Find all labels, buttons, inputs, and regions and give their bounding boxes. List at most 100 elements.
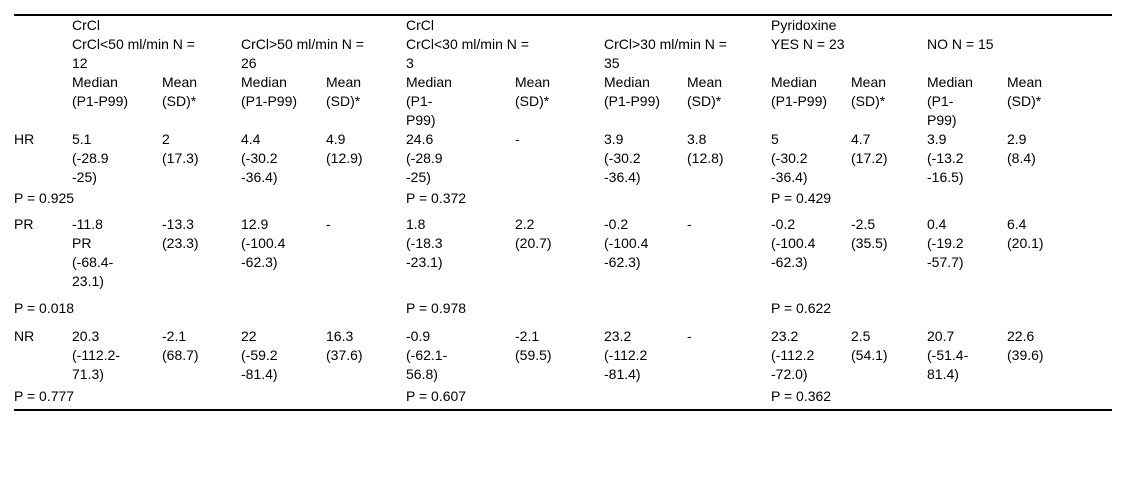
- table-cell: 5 (-30.2 -36.4): [771, 131, 808, 185]
- empty-cell: [515, 387, 604, 410]
- table-cell: 3.9 (-30.2 -36.4): [604, 131, 641, 185]
- group-header-crcl-1: CrCl: [72, 17, 100, 33]
- empty-cell: [851, 189, 927, 215]
- empty-cell: [162, 299, 241, 327]
- col-header-mean-2: Mean (SD)*: [326, 74, 362, 109]
- table-cell: 23.2 (-112.2 -72.0): [771, 328, 815, 382]
- col-header-mean-4: Mean (SD)*: [687, 74, 723, 109]
- empty-cell: [927, 189, 1007, 215]
- table-cell: 5.1 (-28.9 -25): [72, 131, 109, 185]
- empty-cell: [14, 73, 72, 130]
- p-value-pr-right: P = 0.622: [771, 300, 832, 316]
- pvalue-row-hr: P = 0.925 P = 0.372 P = 0.429: [14, 189, 1112, 215]
- col-header-median-4: Median (P1-P99): [604, 74, 661, 109]
- group-header-pyridoxine: Pyridoxine: [771, 17, 837, 33]
- subgroup-header-crcl-lt50: CrCl<50 ml/min N = 12: [72, 36, 195, 71]
- table-cell: 12.9 (-100.4 -62.3): [241, 216, 286, 270]
- table-cell: 22.6 (39.6): [1007, 328, 1044, 363]
- table-cell: 2.9 (8.4): [1007, 131, 1036, 166]
- column-header-row: Median (P1-P99) Mean (SD)* Median (P1-P9…: [14, 73, 1112, 130]
- table-cell: 4.9 (12.9): [326, 131, 363, 166]
- col-header-median-6: Median (P1- P99): [927, 74, 973, 128]
- table-cell: -2.5 (35.5): [851, 216, 888, 251]
- table-cell: -: [687, 328, 692, 344]
- empty-cell: [326, 189, 406, 215]
- subgroup-header-crcl-gt50: CrCl>50 ml/min N = 26: [241, 36, 364, 71]
- table-cell: 3.9 (-13.2 -16.5): [927, 131, 964, 185]
- row-label-nr: NR: [14, 328, 35, 344]
- subgroup-header-crcl-gt30: CrCl>30 ml/min N = 35: [604, 36, 727, 71]
- col-header-median-5: Median (P1-P99): [771, 74, 828, 109]
- table-cell: 20.7 (-51.4- 81.4): [927, 328, 969, 382]
- col-header-mean-6: Mean (SD)*: [1007, 74, 1043, 109]
- col-header-mean-1: Mean (SD)*: [162, 74, 198, 109]
- table-cell: -: [515, 131, 520, 147]
- data-row-pr: PR -11.8 PR (-68.4- 23.1) -13.3 (23.3) 1…: [14, 215, 1112, 299]
- table-cell: 4.7 (17.2): [851, 131, 888, 166]
- p-value-nr-mid: P = 0.607: [406, 388, 467, 404]
- pvalue-row-pr: P = 0.018 P = 0.978 P = 0.622: [14, 299, 1112, 327]
- table-cell: 2 (17.3): [162, 131, 199, 166]
- empty-cell: [1007, 299, 1112, 327]
- empty-cell: [241, 299, 326, 327]
- table-cell: 22 (-59.2 -81.4): [241, 328, 278, 382]
- empty-cell: [515, 189, 604, 215]
- data-row-nr: NR 20.3 (-112.2- 71.3) -2.1 (68.7) 22 (-…: [14, 327, 1112, 387]
- table-cell: -2.1 (59.5): [515, 328, 552, 363]
- subgroup-header-row: CrCl<50 ml/min N = 12 CrCl>50 ml/min N =…: [14, 35, 1112, 73]
- table-cell: 4.4 (-30.2 -36.4): [241, 131, 278, 185]
- empty-cell: [687, 299, 771, 327]
- table-cell: -2.1 (68.7): [162, 328, 199, 363]
- empty-cell: [1007, 387, 1112, 410]
- subgroup-header-pyridoxine-yes: YES N = 23: [771, 36, 845, 52]
- results-table: CrCl CrCl Pyridoxine CrCl<50 ml/min N = …: [14, 14, 1112, 411]
- table-cell: -0.2 (-100.4 -62.3): [771, 216, 816, 270]
- empty-cell: [326, 387, 406, 410]
- p-value-hr-right: P = 0.429: [771, 190, 832, 206]
- col-header-median-1: Median (P1-P99): [72, 74, 129, 109]
- data-row-hr: HR 5.1 (-28.9 -25) 2 (17.3) 4.4 (-30.2 -…: [14, 130, 1112, 189]
- p-value-pr-mid: P = 0.978: [406, 300, 467, 316]
- subgroup-header-pyridoxine-no: NO N = 15: [927, 36, 994, 52]
- p-value-pr-left: P = 0.018: [14, 300, 75, 316]
- pvalue-row-nr: P = 0.777 P = 0.607 P = 0.362: [14, 387, 1112, 410]
- p-value-nr-right: P = 0.362: [771, 388, 832, 404]
- empty-cell: [162, 189, 241, 215]
- table-cell: -13.3 (23.3): [162, 216, 199, 251]
- col-header-median-3: Median (P1- P99): [406, 74, 452, 128]
- table-cell: 24.6 (-28.9 -25): [406, 131, 443, 185]
- col-header-mean-5: Mean (SD)*: [851, 74, 887, 109]
- empty-cell: [927, 299, 1007, 327]
- table-cell: -: [326, 216, 331, 232]
- subgroup-header-crcl-lt30: CrCl<30 ml/min N = 3: [406, 36, 529, 71]
- empty-cell: [927, 387, 1007, 410]
- table-cell: -: [687, 216, 692, 232]
- empty-cell: [687, 387, 771, 410]
- table-cell: 2.5 (54.1): [851, 328, 888, 363]
- empty-cell: [604, 299, 687, 327]
- row-label-hr: HR: [14, 131, 35, 147]
- empty-cell: [241, 387, 326, 410]
- empty-cell: [604, 387, 687, 410]
- table-cell: 3.8 (12.8): [687, 131, 724, 166]
- table-cell: 0.4 (-19.2 -57.7): [927, 216, 964, 270]
- row-label-pr: PR: [14, 216, 34, 232]
- empty-cell: [687, 189, 771, 215]
- table-cell: 1.8 (-18.3 -23.1): [406, 216, 443, 270]
- empty-cell: [1007, 189, 1112, 215]
- table-cell: 6.4 (20.1): [1007, 216, 1044, 251]
- empty-cell: [515, 299, 604, 327]
- group-header-crcl-2: CrCl: [406, 17, 434, 33]
- group-header-row: CrCl CrCl Pyridoxine: [14, 15, 1112, 35]
- col-header-mean-3: Mean (SD)*: [515, 74, 551, 109]
- table-cell: 16.3 (37.6): [326, 328, 363, 363]
- p-value-nr-left: P = 0.777: [14, 388, 75, 404]
- table-cell: -0.2 (-100.4 -62.3): [604, 216, 649, 270]
- col-header-median-2: Median (P1-P99): [241, 74, 298, 109]
- empty-cell: [851, 299, 927, 327]
- p-value-hr-left: P = 0.925: [14, 190, 75, 206]
- empty-cell: [851, 387, 927, 410]
- table-cell: 23.2 (-112.2 -81.4): [604, 328, 648, 382]
- corner-cell: [14, 15, 72, 35]
